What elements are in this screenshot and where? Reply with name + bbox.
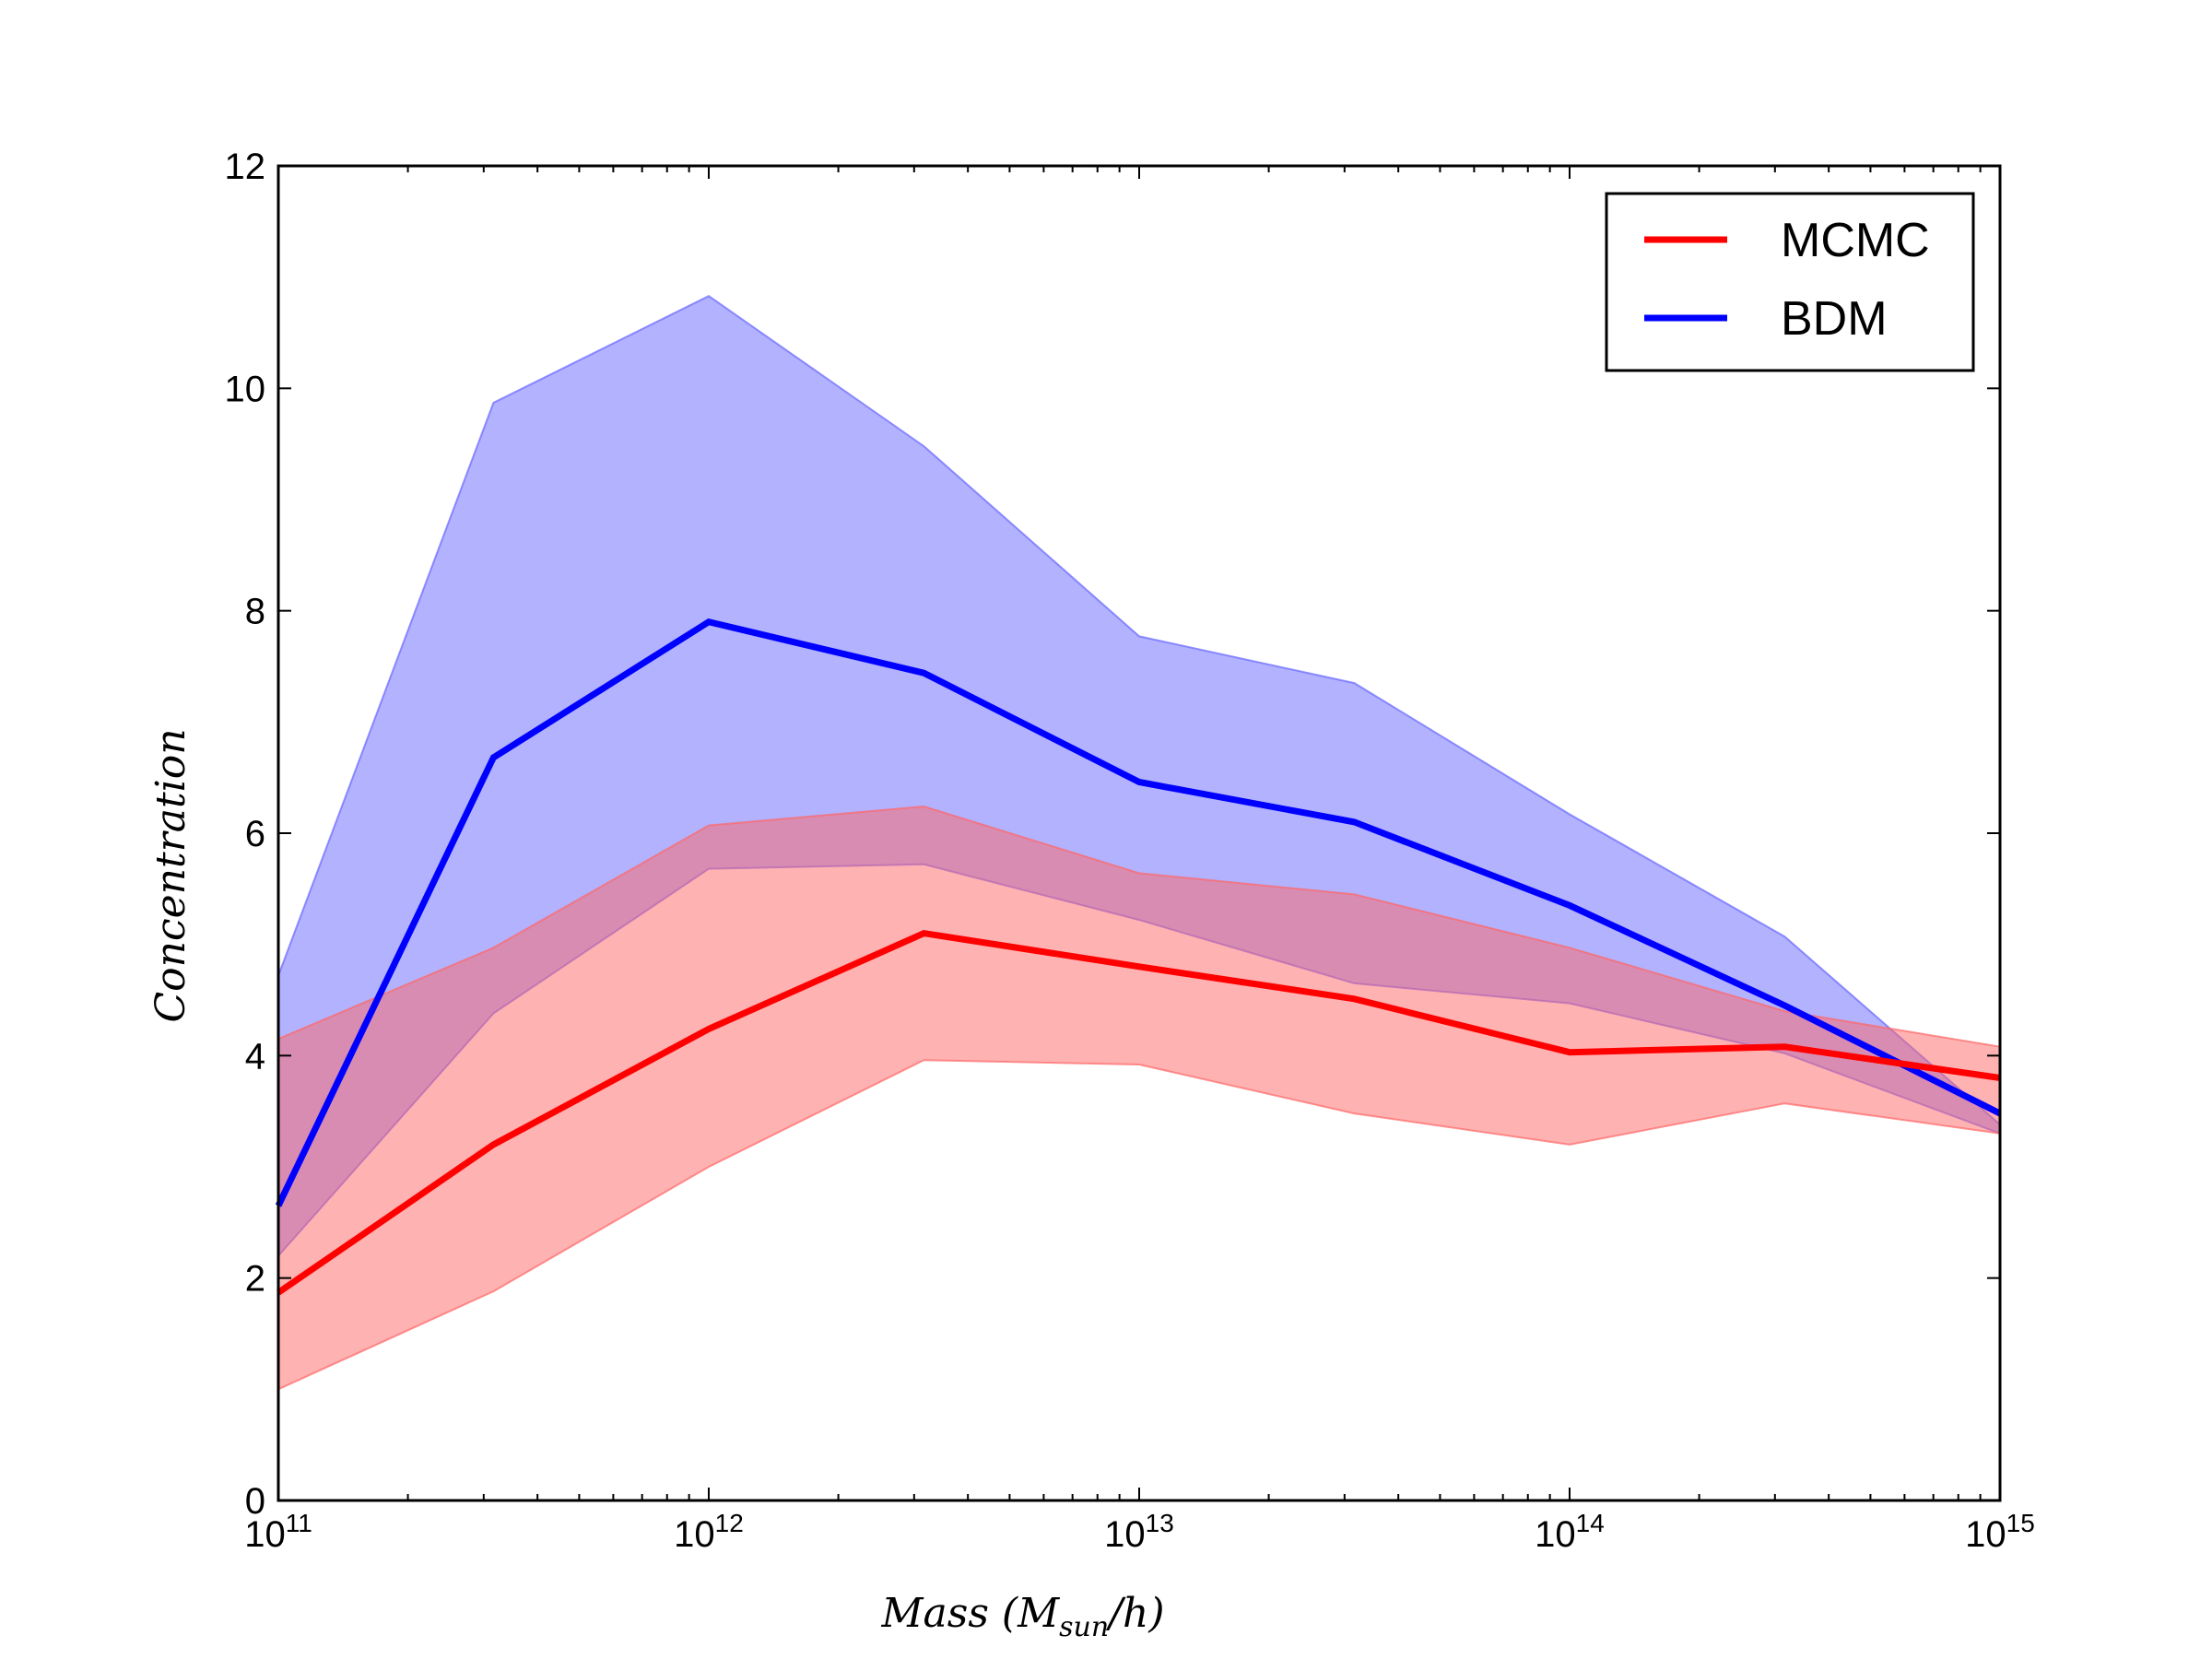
y-tick-labels: 0 2 4 6 8 10 12 xyxy=(225,147,266,1522)
legend-label-mcmc: MCMC xyxy=(1781,214,1930,267)
x-axis-label: Mass (Msun/h) xyxy=(880,1590,1164,1643)
y-tick-label: 6 xyxy=(245,814,265,854)
y-axis-label: Concentration xyxy=(147,728,194,1022)
line-mcmc xyxy=(276,929,2001,1296)
y-tick-label: 8 xyxy=(245,592,265,632)
y-tick-label: 4 xyxy=(245,1036,265,1077)
legend-label-bdm: BDM xyxy=(1781,292,1888,346)
plot-frame xyxy=(276,164,2002,1502)
x-tick-label: 1013 xyxy=(1104,1509,1174,1555)
x-tick-labels: 1011 1012 1013 1014 1015 xyxy=(244,1509,2035,1555)
y-tick-label: 10 xyxy=(225,369,266,409)
x-tick-label: 1015 xyxy=(1965,1509,2035,1555)
legend: MCMC BDM xyxy=(1605,192,1975,372)
series-lines xyxy=(275,618,2002,1296)
legend-box xyxy=(1605,192,1975,372)
line-bdm xyxy=(275,618,2002,1207)
y-tick-label: 2 xyxy=(245,1259,265,1300)
x-tick-label: 1012 xyxy=(674,1509,744,1555)
y-tick-label: 12 xyxy=(225,147,266,187)
x-tick-label: 1014 xyxy=(1535,1509,1605,1555)
y-tick-label: 0 xyxy=(245,1481,265,1522)
x-tick-label: 1011 xyxy=(244,1509,312,1555)
